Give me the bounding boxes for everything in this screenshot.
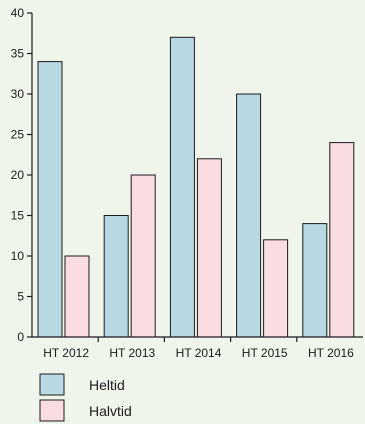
bar-heltid-ht-2012: [37, 61, 63, 338]
bar-halvtid-ht-2013: [130, 174, 156, 338]
x-tick-label: HT 2014: [176, 346, 222, 360]
bar-heltid-ht-2016: [302, 223, 328, 338]
bars: [37, 36, 355, 338]
x-tick-label: HT 2012: [43, 346, 89, 360]
bar-halvtid-ht-2014: [196, 158, 222, 338]
x-tick-label: HT 2013: [109, 346, 155, 360]
bar-halvtid-ht-2016: [329, 142, 355, 338]
legend-label-heltid: Heltid: [89, 377, 125, 393]
bar-heltid-ht-2014: [169, 36, 195, 338]
x-tick-label: HT 2016: [308, 346, 354, 360]
x-tick-label: HT 2015: [242, 346, 288, 360]
legend: Heltid Halvtid: [39, 373, 132, 422]
y-tick-label: 20: [11, 168, 25, 182]
bar-halvtid-ht-2012: [64, 255, 90, 338]
x-axis-ticks: HT 2012 HT 2013 HT 2014 HT 2015 HT 2016: [43, 337, 354, 360]
y-tick-label: 30: [11, 87, 25, 101]
legend-label-halvtid: Halvtid: [89, 403, 132, 419]
y-tick-label: 25: [11, 128, 25, 142]
bar-heltid-ht-2015: [236, 93, 262, 338]
bar-halvtid-ht-2015: [263, 239, 289, 338]
legend-swatch-heltid: [39, 373, 65, 396]
bar-heltid-ht-2013: [103, 215, 129, 338]
y-tick-label: 40: [11, 6, 25, 20]
legend-swatch-halvtid: [39, 399, 65, 422]
y-tick-label: 0: [17, 330, 24, 344]
y-tick-label: 35: [11, 47, 25, 61]
y-tick-label: 5: [17, 290, 24, 304]
y-tick-label: 10: [11, 249, 25, 263]
y-tick-label: 15: [11, 209, 25, 223]
y-axis-ticks: 0 5 10 15 20 25 30 35 40: [11, 6, 32, 344]
